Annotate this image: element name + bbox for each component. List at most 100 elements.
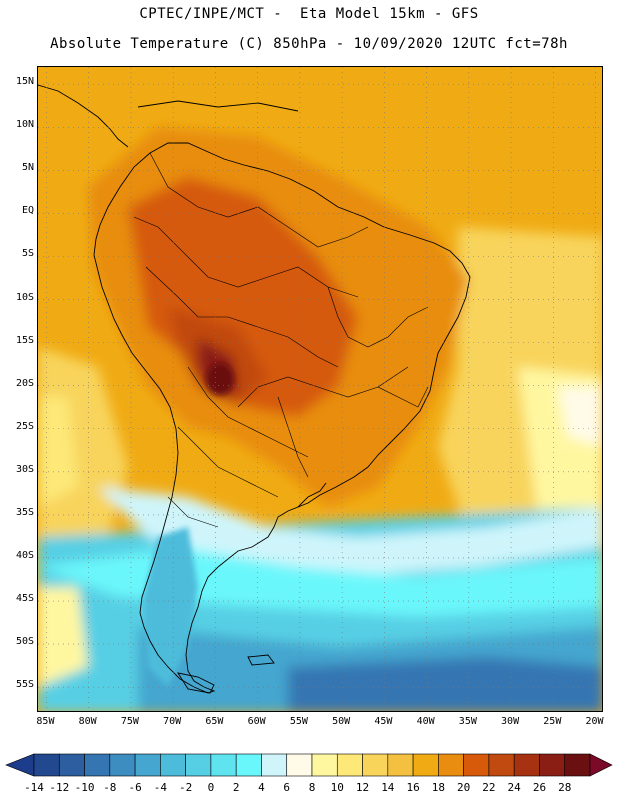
colorbar-label: 14 [381,781,395,794]
colorbar-swatch [134,753,161,777]
colorbar-arrow-low [5,753,35,777]
lat-label: 45S [15,593,34,605]
border-8 [327,286,429,348]
coastline-south-america [93,142,471,694]
lat-label: 25S [15,420,34,432]
lat-label: 40S [15,549,34,561]
colorbar-swatch [84,753,111,777]
border-9 [377,386,429,408]
colorbar-swatch [33,753,60,777]
border-1 [149,152,369,248]
lon-label: 20W [585,716,604,727]
colorbar-label: -6 [128,781,142,794]
lon-label: 35W [458,716,477,727]
lon-label: 75W [120,716,139,727]
colorbar-label: -12 [49,781,70,794]
lat-label: 15S [15,334,34,346]
colorbar-swatch [513,753,540,777]
lon-label: 50W [332,716,351,727]
lat-label: 15N [15,76,34,88]
field-east-cream [558,387,602,447]
colorbar-label: -4 [153,781,167,794]
colorbar-swatch [286,753,313,777]
colorbar-label: -14 [24,781,44,794]
field-cold-pale [98,487,602,577]
field-hot-core [206,363,234,395]
colorbar-swatch [210,753,237,777]
lat-label: 35S [15,506,34,518]
lon-label: 85W [36,716,55,727]
colorbar-swatch [362,753,389,777]
colorbar-arrow-high [589,753,613,777]
temperature-map[interactable] [38,67,603,712]
colorbar-swatch [463,753,490,777]
title-line-2: Absolute Temperature (C) 850hPa - 10/09/… [50,36,568,52]
colorbar-swatch [235,753,262,777]
colorbar-swatch [488,753,515,777]
colorbar-label: 8 [308,781,316,794]
lat-label: EQ [21,205,34,217]
colorbar-swatch [261,753,288,777]
colorbar-label: 20 [457,781,471,794]
lon-label: 30W [501,716,520,727]
lat-label: 55S [15,679,34,691]
colorbar [5,753,613,777]
colorbar-label: -10 [74,781,95,794]
lat-label: 50S [15,636,34,648]
border-2 [133,216,359,298]
coastline-falklands [247,654,275,666]
colorbar-label: 2 [232,781,240,794]
colorbar-swatch [336,753,363,777]
coastline-tierra [177,672,215,694]
map-frame[interactable] [37,66,603,712]
lat-label: 10S [15,291,34,303]
colorbar-label: -2 [179,781,193,794]
colorbar-label: 6 [283,781,291,794]
colorbar-swatch [438,753,464,777]
lat-label: 5S [21,248,34,260]
colorbar-swatch [185,753,212,777]
coastline-uruguay [297,482,327,508]
field-cold-deep [288,657,602,711]
field-pacific-pale [38,587,88,687]
colorbar-label: 18 [431,781,445,794]
colorbar-label: 28 [558,781,572,794]
border-3 [145,266,339,368]
lat-label: 30S [15,463,34,475]
colorbar-label: 24 [507,781,521,794]
border-10 [167,496,219,528]
lon-label: 80W [78,716,97,727]
colorbar-label: 16 [406,781,420,794]
colorbar-swatch [539,753,566,777]
lon-label: 55W [289,716,308,727]
colorbar-swatch [564,753,591,777]
colorbar-label: 0 [207,781,215,794]
lon-label: 45W [374,716,393,727]
colorbar-swatch [311,753,338,777]
country-borders [133,152,429,528]
colorbar-label: 22 [482,781,496,794]
coastline-caribbean [137,100,299,112]
border-4 [187,366,309,458]
colorbar-swatch [412,753,439,777]
coastlines [38,84,471,694]
colorbar-label: -8 [103,781,117,794]
colorbar-label: 4 [258,781,265,794]
lon-label: 70W [163,716,182,727]
lon-label: 65W [205,716,224,727]
lon-label: 25W [543,716,562,727]
colorbar-swatch [109,753,136,777]
colorbar-swatch [160,753,186,777]
lon-label: 60W [247,716,266,727]
border-7 [277,396,309,478]
colorbar-swatch [58,753,85,777]
colorbar-label: 12 [355,781,370,794]
field-patagonia [143,527,198,687]
lon-label: 40W [416,716,435,727]
lat-label: 20S [15,377,34,389]
colorbar-swatch [387,753,414,777]
lat-label: 5N [21,162,34,174]
lat-label: 10N [15,119,34,131]
title-line-1: CPTEC/INPE/MCT - Eta Model 15km - GFS [139,6,479,22]
colorbar-label: 10 [330,781,344,794]
